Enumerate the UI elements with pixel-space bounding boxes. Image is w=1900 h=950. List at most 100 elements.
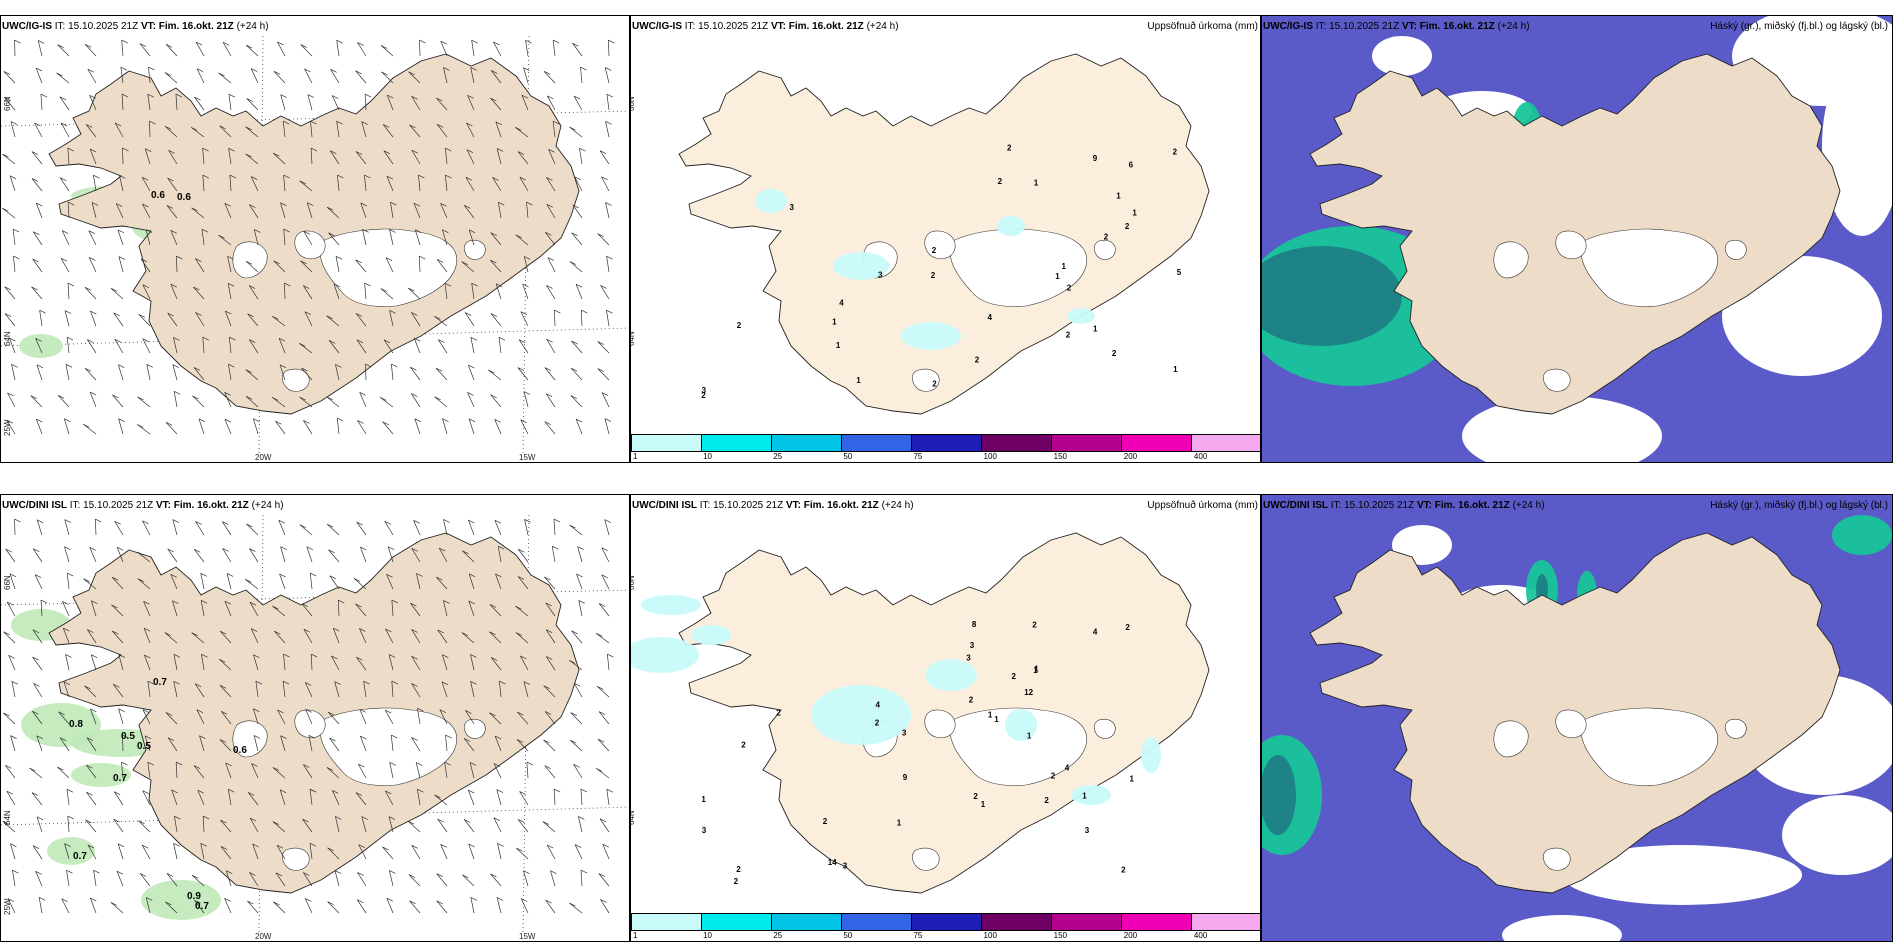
precip-value: 1 <box>1033 666 1038 675</box>
precip-value: 3 <box>970 641 975 650</box>
precip-value: 9 <box>903 773 908 782</box>
colorbar-swatch <box>842 914 912 930</box>
colorbar-swatch <box>1052 435 1122 451</box>
precip-value: 1 <box>1034 179 1039 188</box>
colorbar-swatch <box>1122 435 1192 451</box>
wind-map: 0.70.80.50.50.70.60.70.90.7 <box>1 514 629 936</box>
colorbar-ticks: 1 10 25 50 75 100 150 200 400 <box>631 931 1260 941</box>
colorbar-tick: 75 <box>913 931 923 940</box>
precip-value: 3 <box>1085 826 1090 835</box>
wind-value: 0.7 <box>73 851 87 862</box>
colorbar-swatch <box>632 435 702 451</box>
lat-label: 64N <box>3 810 12 825</box>
colorbar-swatch <box>912 914 982 930</box>
wind-value: 0.8 <box>69 719 83 730</box>
precip-label: Uppsöfnuð úrkoma (mm) <box>1147 21 1258 32</box>
colorbar-swatch <box>772 914 842 930</box>
colorbar-tick: 10 <box>703 931 713 940</box>
precip-value: 1 <box>1082 791 1087 800</box>
cloud-panel-top: UWC/IG-IS IT: 15.10.2025 21Z VT: Fim. 16… <box>1261 15 1893 463</box>
wind-value: 0.7 <box>153 677 167 688</box>
colorbar-tick: 400 <box>1193 931 1208 940</box>
precip-value: 3 <box>843 861 848 870</box>
lat-label: 64N <box>3 331 12 346</box>
precip-value: 2 <box>741 740 746 749</box>
lat-label: 66N <box>3 575 12 590</box>
precip-value: 2 <box>969 696 974 705</box>
precip-value: 1 <box>981 800 986 809</box>
precip-value: 1 <box>1093 325 1098 334</box>
precip-value: 2 <box>1012 672 1017 681</box>
precip-value: 3 <box>966 654 971 663</box>
precip-value: 3 <box>902 728 907 737</box>
precip-value: 4 <box>1093 628 1098 637</box>
colorbar-tick: 25 <box>773 452 783 461</box>
colorbar-tick: 10 <box>703 452 713 461</box>
panel-title: UWC/IG-IS IT: 15.10.2025 21Z VT: Fim. 16… <box>2 21 269 32</box>
colorbar-swatch <box>912 435 982 451</box>
precip-value: 2 <box>1007 143 1012 152</box>
precip-value: 3 <box>790 203 795 212</box>
wind-panel-top: UWC/IG-IS IT: 15.10.2025 21Z VT: Fim. 16… <box>0 15 630 463</box>
precip-value: 14 <box>828 858 837 867</box>
colorbar-swatch <box>842 435 912 451</box>
colorbar-tick: 400 <box>1193 452 1208 461</box>
lon-label: 25W <box>3 898 12 915</box>
precip-value: 2 <box>1125 222 1130 231</box>
wind-value: 0.6 <box>233 745 247 756</box>
colorbar-tick: 200 <box>1123 452 1138 461</box>
precip-value: 1 <box>1027 731 1032 740</box>
colorbar-swatch <box>1192 914 1260 930</box>
precip-value: 2 <box>1066 331 1071 340</box>
colorbar-swatch <box>1052 914 1122 930</box>
colorbar-tick: 25 <box>773 931 783 940</box>
precip-value: 2 <box>1112 349 1117 358</box>
precip-value: 2 <box>973 792 978 801</box>
precip-value: 2 <box>931 271 936 280</box>
precip-value: 1 <box>1173 365 1178 374</box>
precip-value: 3 <box>878 271 883 280</box>
lon-label: 20W <box>255 932 272 941</box>
colorbar-tick: 150 <box>1053 931 1068 940</box>
wind-value: 0.9 <box>187 891 201 902</box>
panel-title: UWC/IG-IS IT: 15.10.2025 21Z VT: Fim. 16… <box>632 21 899 32</box>
precip-value: 2 <box>998 177 1003 186</box>
precip-value: 12 <box>1024 688 1033 697</box>
lat-label: 66N <box>630 96 636 111</box>
precip-panel-top: UWC/IG-IS IT: 15.10.2025 21Z VT: Fim. 16… <box>630 15 1261 463</box>
wind-value: 0.6 <box>151 190 165 201</box>
colorbar-swatch <box>772 435 842 451</box>
colorbar-ticks: 1 10 25 50 75 100 150 200 400 <box>631 452 1260 462</box>
precip-value: 1 <box>988 711 993 720</box>
colorbar-swatch <box>632 914 702 930</box>
precip-value: 9 <box>1093 154 1098 163</box>
precip-value: 1 <box>897 819 902 828</box>
panel-title: UWC/DINI ISL IT: 15.10.2025 21Z VT: Fim.… <box>1263 500 1545 511</box>
precip-value: 1 <box>1130 775 1135 784</box>
precip-value: 1 <box>701 795 706 804</box>
wind-value: 0.5 <box>121 731 135 742</box>
panel-title: UWC/DINI ISL IT: 15.10.2025 21Z VT: Fim.… <box>2 500 284 511</box>
precip-value: 2 <box>734 877 739 886</box>
colorbar-tick: 50 <box>843 452 853 461</box>
precip-value: 4 <box>1065 763 1070 772</box>
precip-value: 2 <box>1067 283 1072 292</box>
panel-title: UWC/DINI ISL IT: 15.10.2025 21Z VT: Fim.… <box>632 500 914 511</box>
precip-value: 8 <box>972 620 977 629</box>
lat-label: 66N <box>3 96 12 111</box>
precip-value: 2 <box>1125 623 1130 632</box>
lat-label: 64N <box>630 331 636 346</box>
wind-map: 0.6 0.6 <box>1 35 629 457</box>
lat-label: 64N <box>630 810 636 825</box>
wind-value: 0.7 <box>113 773 127 784</box>
precip-value: 2 <box>736 865 741 874</box>
lon-label: 15W <box>519 932 536 941</box>
precip-value: 2 <box>1173 147 1178 156</box>
precip-value: 2 <box>776 709 781 718</box>
colorbar-tick: 1 <box>633 452 638 461</box>
precip-value: 3 <box>702 826 707 835</box>
precip-value: 4 <box>988 313 993 322</box>
precip-value: 4 <box>839 299 844 308</box>
